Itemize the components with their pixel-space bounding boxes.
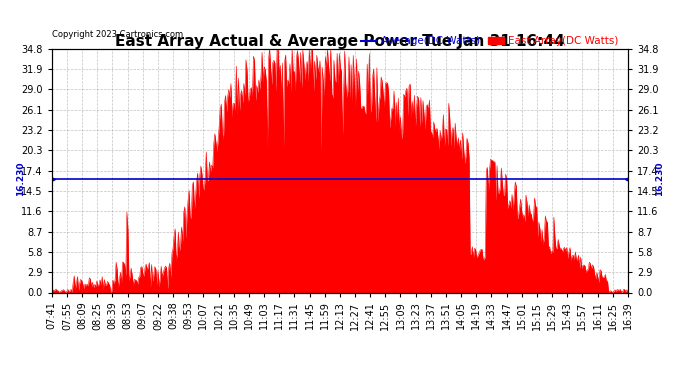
Text: Copyright 2023 Cartronics.com: Copyright 2023 Cartronics.com	[52, 30, 183, 39]
Text: 16.230: 16.230	[16, 162, 25, 196]
Legend: Average(DC Watts), East Array(DC Watts): Average(DC Watts), East Array(DC Watts)	[357, 32, 622, 50]
Text: 16.230: 16.230	[655, 162, 664, 196]
Title: East Array Actual & Average Power Tue Jan 31 16:44: East Array Actual & Average Power Tue Ja…	[115, 34, 564, 49]
